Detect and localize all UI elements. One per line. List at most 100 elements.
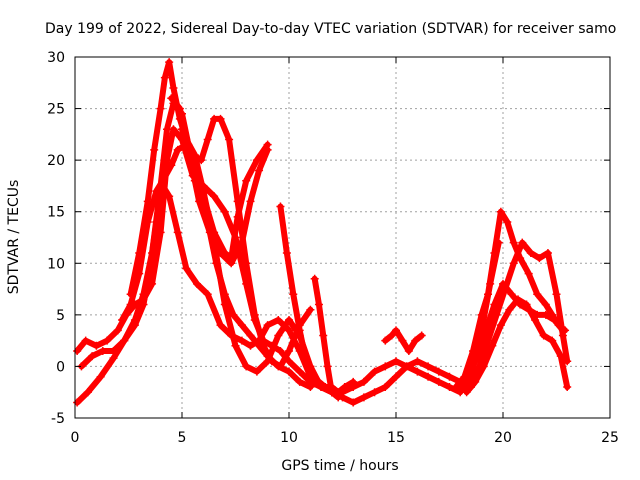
data-point (237, 336, 246, 345)
data-point (263, 352, 272, 361)
data-point (130, 321, 139, 330)
data-point (306, 383, 315, 392)
data-point (186, 156, 195, 165)
x-axis: 0 5 10 15 20 25 (71, 57, 619, 446)
data-point (255, 341, 264, 350)
data-point (276, 346, 285, 355)
data-point (434, 377, 443, 386)
data-point (314, 300, 323, 309)
data-point (88, 352, 97, 361)
data-point (334, 393, 343, 402)
series-band (78, 182, 474, 406)
data-point (548, 336, 557, 345)
y-tick-label: 30 (47, 50, 65, 66)
data-point (83, 388, 92, 397)
data-point (274, 331, 283, 340)
data-point (120, 336, 129, 345)
y-tick-label: 15 (47, 205, 65, 221)
data-point (550, 316, 559, 325)
data-point (152, 187, 161, 196)
data-point (381, 362, 390, 371)
data-point (411, 336, 420, 345)
series-layer (73, 58, 572, 407)
series-track-7 (178, 125, 315, 392)
data-point (276, 202, 285, 211)
data-point (109, 346, 118, 355)
data-point (96, 372, 105, 381)
data-point (73, 346, 82, 355)
data-point (531, 316, 540, 325)
data-point (535, 254, 544, 263)
data-point (513, 295, 522, 304)
data-point (160, 73, 169, 82)
data-point (505, 305, 514, 314)
data-point (216, 248, 225, 257)
data-point (392, 372, 400, 381)
data-point (295, 326, 304, 335)
data-point (370, 388, 379, 397)
data-point (158, 176, 167, 185)
data-point (295, 377, 304, 386)
data-point (229, 310, 238, 319)
data-point (246, 331, 255, 340)
data-point (216, 321, 225, 330)
series-track-14 (462, 295, 572, 397)
data-point (92, 341, 101, 350)
data-point (182, 264, 191, 273)
data-point (113, 326, 122, 335)
data-point (484, 290, 493, 299)
y-tick-label: 25 (47, 102, 65, 118)
data-point (216, 114, 225, 123)
data-point (381, 383, 390, 392)
data-point (282, 248, 291, 257)
data-point (210, 192, 219, 201)
data-point (509, 238, 518, 247)
data-point (252, 156, 261, 165)
data-point (496, 321, 505, 330)
data-point (558, 331, 567, 340)
data-point (434, 367, 443, 376)
x-tick-label: 15 (387, 430, 405, 446)
y-axis-title: SDTVAR / TECUs (6, 180, 22, 295)
data-point (203, 135, 212, 144)
data-point (404, 346, 413, 355)
data-point (306, 305, 315, 314)
data-point (398, 336, 407, 345)
x-tick-label: 20 (494, 430, 512, 446)
data-point (327, 388, 336, 397)
data-point (314, 377, 323, 386)
data-point (285, 326, 293, 335)
data-point (156, 228, 165, 237)
data-point (231, 233, 240, 242)
data-point (252, 367, 261, 376)
data-point (263, 145, 272, 154)
data-point (285, 316, 293, 325)
x-tick-label: 10 (280, 430, 298, 446)
data-point (381, 336, 390, 345)
data-point (501, 285, 510, 294)
data-point (165, 58, 174, 67)
data-point (370, 367, 379, 376)
data-point (349, 398, 358, 407)
data-point (73, 398, 82, 407)
data-point (242, 362, 251, 371)
data-point (152, 218, 161, 227)
data-point (242, 176, 251, 185)
data-point (413, 367, 422, 376)
data-point (413, 357, 422, 366)
data-point (477, 310, 486, 319)
data-point (387, 331, 396, 340)
data-point (231, 341, 240, 350)
data-point (359, 377, 368, 386)
data-point (340, 383, 349, 392)
data-point (175, 104, 184, 113)
data-point (233, 197, 242, 206)
data-point (518, 238, 527, 247)
data-point (349, 377, 358, 386)
data-point (539, 331, 548, 340)
data-point (163, 156, 172, 165)
data-point (145, 264, 154, 273)
data-point (98, 346, 107, 355)
data-point (135, 248, 144, 257)
